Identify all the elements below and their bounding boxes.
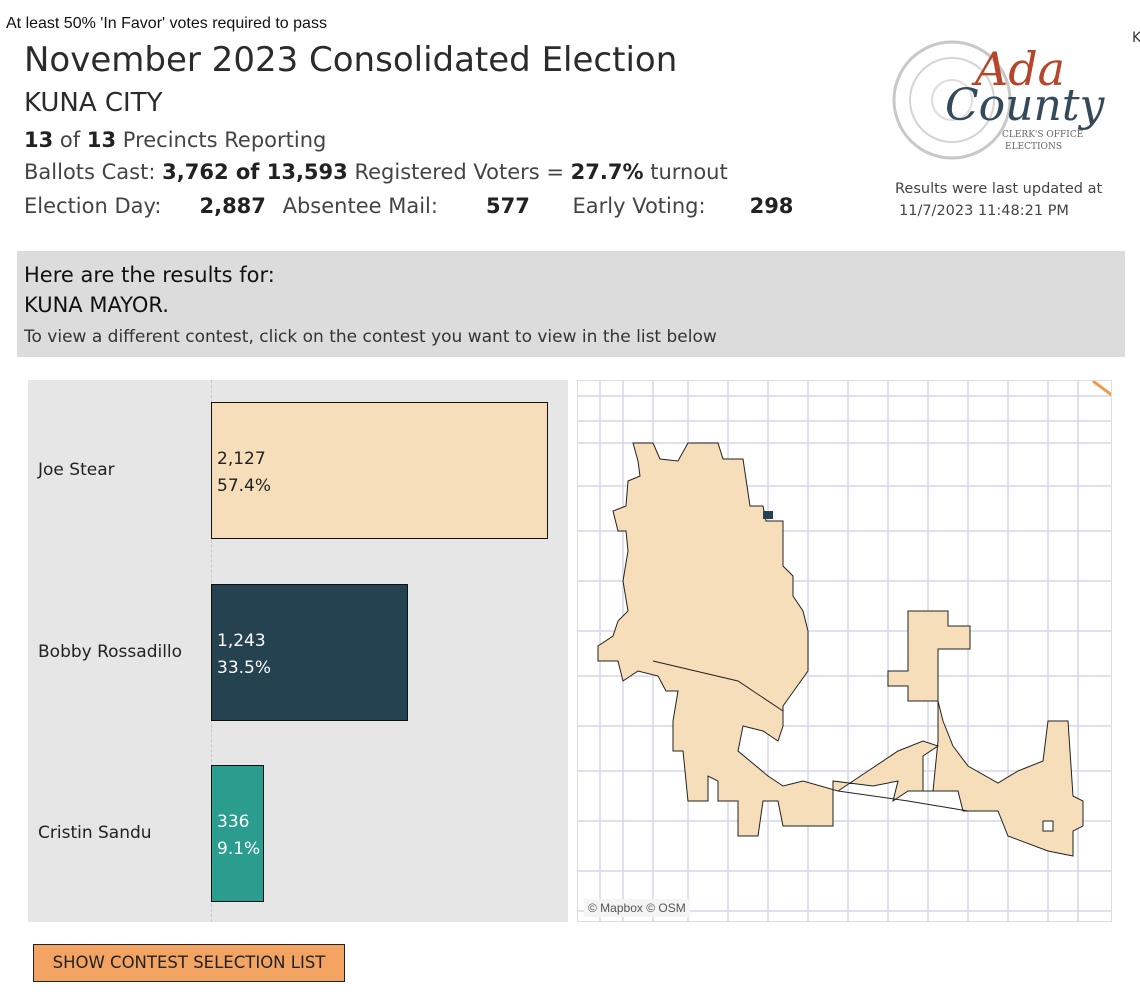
absentee-value: 577	[485, 194, 530, 218]
edge-text: K	[1132, 30, 1140, 46]
map-parcel	[1042, 820, 1054, 832]
turnout-value: 27.7%	[570, 160, 644, 184]
bar-joe-stear[interactable]: 2,127 57.4%	[211, 402, 548, 539]
svg-text:Ada: Ada	[971, 42, 1065, 96]
map-attribution[interactable]: © Mapbox © OSM	[584, 899, 690, 917]
candidate-name: Bobby Rossadillo	[38, 642, 183, 662]
vote-percent: 33.5%	[217, 658, 272, 678]
election-day-label: Election Day:	[24, 194, 162, 218]
ballots-line: Ballots Cast: 3,762 of 13,593 Registered…	[24, 160, 728, 184]
vote-percent: 9.1%	[217, 839, 261, 859]
contest-name: KUNA MAYOR.	[24, 293, 169, 317]
banner-instruction: To view a different contest, click on th…	[24, 327, 717, 347]
vote-method-line: Election Day: 2,887 Absentee Mail: 577 Ear…	[24, 194, 793, 218]
city-boundary	[597, 442, 1084, 857]
precincts-line: 13 of 13 Precincts Reporting	[24, 128, 326, 152]
last-updated-label: Results were last updated at	[895, 181, 1103, 197]
bar-cristin-sandu[interactable]: 336 9.1%	[211, 765, 264, 902]
candidate-name: Joe Stear	[38, 460, 115, 480]
page-title: November 2023 Consolidated Election	[24, 40, 678, 80]
bar-label: 336 9.1%	[212, 766, 263, 863]
last-updated-timestamp: 11/7/2023 11:48:21 PM	[899, 203, 1069, 219]
candidate-name: Cristin Sandu	[38, 823, 152, 843]
precincts-total: 13	[86, 128, 117, 152]
jurisdiction-title: KUNA CITY	[24, 88, 163, 118]
registered-label: Registered Voters =	[354, 160, 564, 184]
vote-count: 336	[217, 812, 250, 832]
election-day-value: 2,887	[199, 194, 266, 218]
vote-count: 2,127	[217, 449, 266, 469]
railway	[652, 660, 784, 712]
banner-heading: Here are the results for:	[24, 263, 275, 287]
vote-count: 1,243	[217, 631, 266, 651]
svg-text:County: County	[945, 80, 1106, 131]
precincts-of: of	[59, 128, 81, 152]
early-value: 298	[749, 194, 794, 218]
show-contest-list-button[interactable]: SHOW CONTEST SELECTION LIST	[33, 944, 345, 982]
svg-text:CLERK'S OFFICE: CLERK'S OFFICE	[1002, 130, 1083, 140]
results-bar-chart: Joe Stear 2,127 57.4% Bobby Rossadillo 1,243…	[28, 380, 568, 922]
precincts-label: Precincts Reporting	[122, 128, 327, 152]
contest-banner: Here are the results for: KUNA MAYOR. To…	[17, 251, 1125, 357]
precinct-map[interactable]: © Mapbox © OSM	[577, 380, 1112, 922]
bar-bobby-rossadillo[interactable]: 1,243 33.5%	[211, 584, 408, 721]
pass-requirement-note: At least 50% 'In Favor' votes required t…	[6, 15, 327, 32]
bar-label: 2,127 57.4%	[212, 403, 547, 500]
svg-text:ELECTIONS: ELECTIONS	[1005, 142, 1062, 152]
precincts-reported: 13	[24, 128, 54, 152]
map-marker-icon	[763, 511, 773, 519]
early-label: Early Voting:	[572, 194, 706, 218]
turnout-label: turnout	[650, 160, 728, 184]
ballots-value: 3,762 of 13,593	[162, 160, 348, 184]
last-updated: Results were last updated at 11/7/2023 1…	[895, 178, 1102, 222]
map-canvas	[578, 381, 1111, 921]
ballots-label: Ballots Cast:	[24, 160, 156, 184]
highway	[1092, 381, 1111, 397]
road-highlight	[837, 790, 969, 812]
absentee-label: Absentee Mail:	[282, 194, 438, 218]
vote-percent: 57.4%	[217, 476, 272, 496]
ada-county-logo: Ada County CLERK'S OFFICE ELECTIONS	[892, 40, 1106, 160]
bar-label: 1,243 33.5%	[212, 585, 407, 682]
